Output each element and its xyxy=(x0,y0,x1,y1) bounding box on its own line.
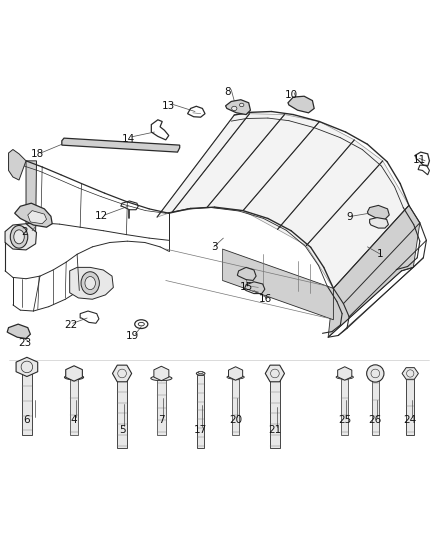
Polygon shape xyxy=(70,268,113,299)
Polygon shape xyxy=(338,367,352,380)
Polygon shape xyxy=(7,324,30,338)
Polygon shape xyxy=(14,203,52,227)
Polygon shape xyxy=(66,366,82,381)
Polygon shape xyxy=(223,249,333,320)
Polygon shape xyxy=(197,375,205,448)
Text: 12: 12 xyxy=(95,211,108,221)
Polygon shape xyxy=(341,379,348,434)
Text: 5: 5 xyxy=(119,425,125,435)
Ellipse shape xyxy=(64,375,84,379)
Ellipse shape xyxy=(232,106,237,111)
Text: 15: 15 xyxy=(240,282,253,293)
Text: 22: 22 xyxy=(64,320,77,330)
Polygon shape xyxy=(288,96,314,113)
Text: 2: 2 xyxy=(21,227,28,237)
Ellipse shape xyxy=(240,103,244,107)
Polygon shape xyxy=(113,365,132,382)
Polygon shape xyxy=(328,205,420,337)
Polygon shape xyxy=(367,205,389,220)
Polygon shape xyxy=(278,140,383,246)
Polygon shape xyxy=(157,380,166,434)
Polygon shape xyxy=(243,122,354,229)
Polygon shape xyxy=(406,378,414,434)
Ellipse shape xyxy=(336,375,353,379)
Text: 14: 14 xyxy=(122,134,135,143)
Ellipse shape xyxy=(227,375,244,379)
Ellipse shape xyxy=(14,230,24,244)
Text: 8: 8 xyxy=(224,87,231,97)
Polygon shape xyxy=(26,161,36,232)
Text: 16: 16 xyxy=(259,294,272,304)
Text: 10: 10 xyxy=(284,90,297,100)
Polygon shape xyxy=(402,368,418,379)
Polygon shape xyxy=(62,138,180,152)
Polygon shape xyxy=(226,100,251,115)
Polygon shape xyxy=(371,380,379,434)
Polygon shape xyxy=(172,114,285,212)
Polygon shape xyxy=(232,379,239,434)
Text: 21: 21 xyxy=(268,425,282,435)
Polygon shape xyxy=(237,268,256,280)
Text: 13: 13 xyxy=(162,101,175,111)
Text: 3: 3 xyxy=(211,242,218,252)
Ellipse shape xyxy=(151,376,172,381)
Text: 26: 26 xyxy=(369,415,382,425)
Polygon shape xyxy=(207,115,319,211)
Polygon shape xyxy=(21,370,32,434)
Text: 9: 9 xyxy=(346,212,353,222)
Text: 18: 18 xyxy=(31,149,44,159)
Text: 4: 4 xyxy=(71,415,78,425)
Text: 11: 11 xyxy=(412,156,426,165)
Text: 1: 1 xyxy=(377,249,384,259)
Polygon shape xyxy=(154,366,169,381)
Polygon shape xyxy=(9,149,26,180)
Circle shape xyxy=(367,365,384,382)
Text: 6: 6 xyxy=(24,415,30,425)
Polygon shape xyxy=(117,378,127,448)
Ellipse shape xyxy=(81,272,99,294)
Text: 25: 25 xyxy=(338,415,351,425)
Ellipse shape xyxy=(196,372,205,375)
Text: 24: 24 xyxy=(403,415,417,425)
Polygon shape xyxy=(229,367,243,380)
Polygon shape xyxy=(157,114,250,217)
Polygon shape xyxy=(28,211,46,224)
Text: 7: 7 xyxy=(158,415,165,425)
Polygon shape xyxy=(70,379,78,434)
Ellipse shape xyxy=(85,277,95,289)
Text: 23: 23 xyxy=(18,338,32,348)
Polygon shape xyxy=(16,357,38,376)
Polygon shape xyxy=(265,365,285,382)
Ellipse shape xyxy=(11,225,28,248)
Polygon shape xyxy=(5,224,36,250)
Text: 19: 19 xyxy=(126,332,139,341)
Polygon shape xyxy=(270,378,280,448)
Ellipse shape xyxy=(198,372,203,374)
Polygon shape xyxy=(370,217,389,228)
Text: 17: 17 xyxy=(194,425,207,435)
Text: 20: 20 xyxy=(229,415,242,425)
Polygon shape xyxy=(306,161,409,288)
